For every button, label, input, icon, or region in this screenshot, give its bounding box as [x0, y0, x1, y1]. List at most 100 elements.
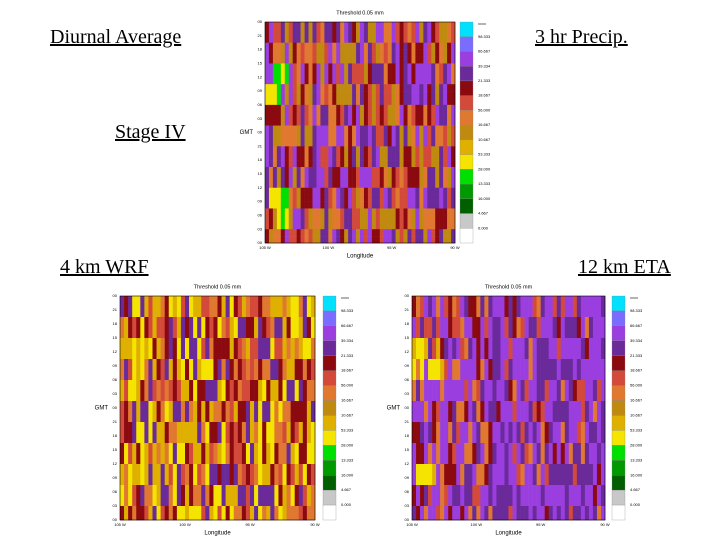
- heatmap-cell: [250, 436, 255, 444]
- heatmap-cell: [348, 160, 353, 168]
- heatmap-cell: [288, 118, 294, 126]
- heatmap-cell: [156, 352, 161, 360]
- heatmap-cell: [306, 513, 312, 521]
- heatmap-cell: [572, 450, 578, 458]
- heatmap-cell: [320, 22, 325, 30]
- heatmap-cell: [324, 49, 329, 57]
- heatmap-cell: [272, 104, 278, 113]
- heatmap-cell: [340, 56, 345, 64]
- heatmap-cell: [300, 229, 305, 237]
- heatmap-cell: [524, 401, 529, 409]
- heatmap-cell: [225, 450, 230, 458]
- heatmap-cell: [336, 104, 341, 113]
- heatmap-cell: [288, 201, 294, 209]
- heatmap-cell: [424, 296, 429, 304]
- heatmap-cell: [476, 317, 481, 325]
- heatmap-cell: [451, 42, 456, 50]
- heatmap-cell: [440, 478, 445, 486]
- heatmap-cell: [270, 394, 275, 402]
- heatmap-cell: [600, 471, 606, 479]
- heatmap-cell: [399, 77, 404, 85]
- heatmap-cell: [576, 408, 582, 416]
- heatmap-cell: [205, 415, 210, 423]
- heatmap-cell: [306, 317, 312, 325]
- heatmap-cell: [504, 422, 509, 430]
- heatmap-cell: [468, 345, 473, 353]
- heatmap-cell: [136, 450, 141, 458]
- heatmap-cell: [360, 42, 365, 50]
- heatmap-cell: [379, 63, 385, 71]
- heatmap-cell: [379, 180, 385, 189]
- heatmap-cell: [286, 450, 291, 458]
- heatmap-cell: [310, 492, 316, 500]
- heatmap-cell: [415, 236, 420, 244]
- heatmap-cell: [488, 345, 493, 353]
- heatmap-cell: [180, 492, 186, 500]
- heatmap-cell: [310, 324, 316, 332]
- heatmap-cell: [536, 436, 541, 444]
- heatmap-cell: [294, 296, 300, 304]
- heatmap-cell: [254, 310, 259, 318]
- heatmap-cell: [324, 153, 329, 161]
- heatmap-cell: [460, 296, 465, 304]
- heatmap-cell: [600, 513, 606, 521]
- heatmap-cell: [472, 492, 477, 500]
- heatmap-cell: [266, 436, 271, 444]
- heatmap-cell: [304, 125, 309, 133]
- heatmap-cell: [132, 359, 137, 367]
- heatmap-cell: [600, 380, 606, 388]
- heatmap-cell: [423, 97, 428, 106]
- heatmap-cell: [391, 146, 396, 154]
- heatmap-cell: [308, 194, 313, 202]
- heatmap-cell: [512, 324, 517, 332]
- heatmap-cell: [391, 160, 396, 168]
- heatmap-cell: [556, 331, 562, 339]
- heatmap-cell: [180, 359, 186, 367]
- heatmap-cell: [193, 380, 198, 388]
- heatmap-cell: [464, 450, 469, 458]
- heatmap-cell: [488, 380, 493, 388]
- heatmap-cell: [452, 513, 457, 521]
- heatmap-cell: [387, 49, 392, 57]
- heatmap-cell: [120, 310, 125, 318]
- heatmap-cell: [164, 471, 170, 479]
- x-tick-label: 105 W: [114, 522, 126, 527]
- heatmap-cell: [221, 492, 226, 500]
- heatmap-cell: [294, 471, 300, 479]
- heatmap-cell: [564, 352, 570, 360]
- heatmap-cell: [431, 146, 436, 154]
- heatmap-cell: [344, 229, 349, 237]
- heatmap-cell: [516, 373, 521, 381]
- heatmap-cell: [160, 366, 165, 374]
- heatmap-cell: [296, 35, 301, 44]
- heatmap-cell: [156, 450, 161, 458]
- heatmap-cell: [136, 415, 141, 423]
- heatmap-cell: [383, 139, 389, 147]
- heatmap-cell: [423, 132, 428, 140]
- heatmap-cell: [225, 492, 230, 500]
- heatmap-cell: [447, 22, 452, 30]
- heatmap-cell: [476, 485, 481, 493]
- heatmap-cell: [286, 436, 291, 444]
- heatmap-cell: [432, 310, 437, 318]
- heatmap-cell: [504, 513, 509, 521]
- heatmap-cell: [233, 450, 239, 458]
- heatmap-cell: [360, 35, 365, 44]
- heatmap-cell: [250, 359, 255, 367]
- heatmap-cell: [296, 132, 301, 140]
- heatmap-cell: [560, 471, 566, 479]
- heatmap-cell: [205, 380, 210, 388]
- colorbar-label: 13.333: [478, 181, 491, 186]
- heatmap-cell: [258, 513, 263, 521]
- heatmap-cell: [124, 345, 129, 353]
- heatmap-cell: [172, 366, 178, 374]
- heatmap-cell: [237, 331, 243, 339]
- heatmap-cell: [480, 324, 485, 332]
- heatmap-cell: [412, 394, 417, 402]
- heatmap-cell: [451, 77, 456, 85]
- heatmap-cell: [440, 457, 445, 465]
- heatmap-cell: [324, 97, 329, 106]
- heatmap-cell: [282, 408, 287, 416]
- heatmap-cell: [423, 63, 428, 71]
- heatmap-cell: [308, 187, 313, 195]
